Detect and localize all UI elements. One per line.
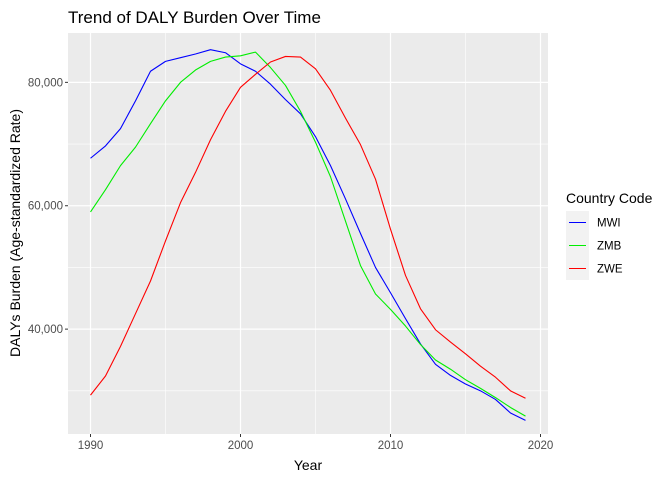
- legend-label: ZMB: [597, 241, 622, 253]
- x-axis-title: Year: [294, 457, 323, 473]
- x-axis-ticks: 1990 2000 2010 2020: [78, 434, 554, 452]
- minor-gridlines: [68, 33, 548, 434]
- x-tick-label: 2020: [528, 440, 554, 452]
- plot-panel: [68, 33, 548, 434]
- series-lines: [90, 49, 526, 421]
- y-tick-label: 80,000: [28, 77, 63, 89]
- x-tick-label: 2010: [378, 440, 404, 452]
- x-tick-label: 1990: [78, 440, 104, 452]
- chart-title: Trend of DALY Burden Over Time: [68, 8, 321, 27]
- series-line-zmb: [90, 51, 526, 417]
- series-line-zwe: [90, 55, 526, 399]
- legend-label: ZWE: [597, 264, 623, 276]
- legend-label: MWI: [597, 218, 621, 230]
- y-tick-label: 60,000: [28, 201, 63, 213]
- y-axis-ticks: 40,000 60,000 80,000: [28, 77, 68, 336]
- y-axis-title: DALYs Burden (Age-standardized Rate): [7, 109, 23, 357]
- legend: Country Code MWI ZMB ZWE: [566, 190, 653, 280]
- major-gridlines: [68, 33, 548, 434]
- x-tick-label: 2000: [228, 440, 254, 452]
- legend-keys: MWI ZMB ZWE: [566, 211, 623, 280]
- series-line-mwi: [90, 49, 526, 421]
- y-tick-label: 40,000: [28, 324, 63, 336]
- legend-title: Country Code: [566, 190, 653, 206]
